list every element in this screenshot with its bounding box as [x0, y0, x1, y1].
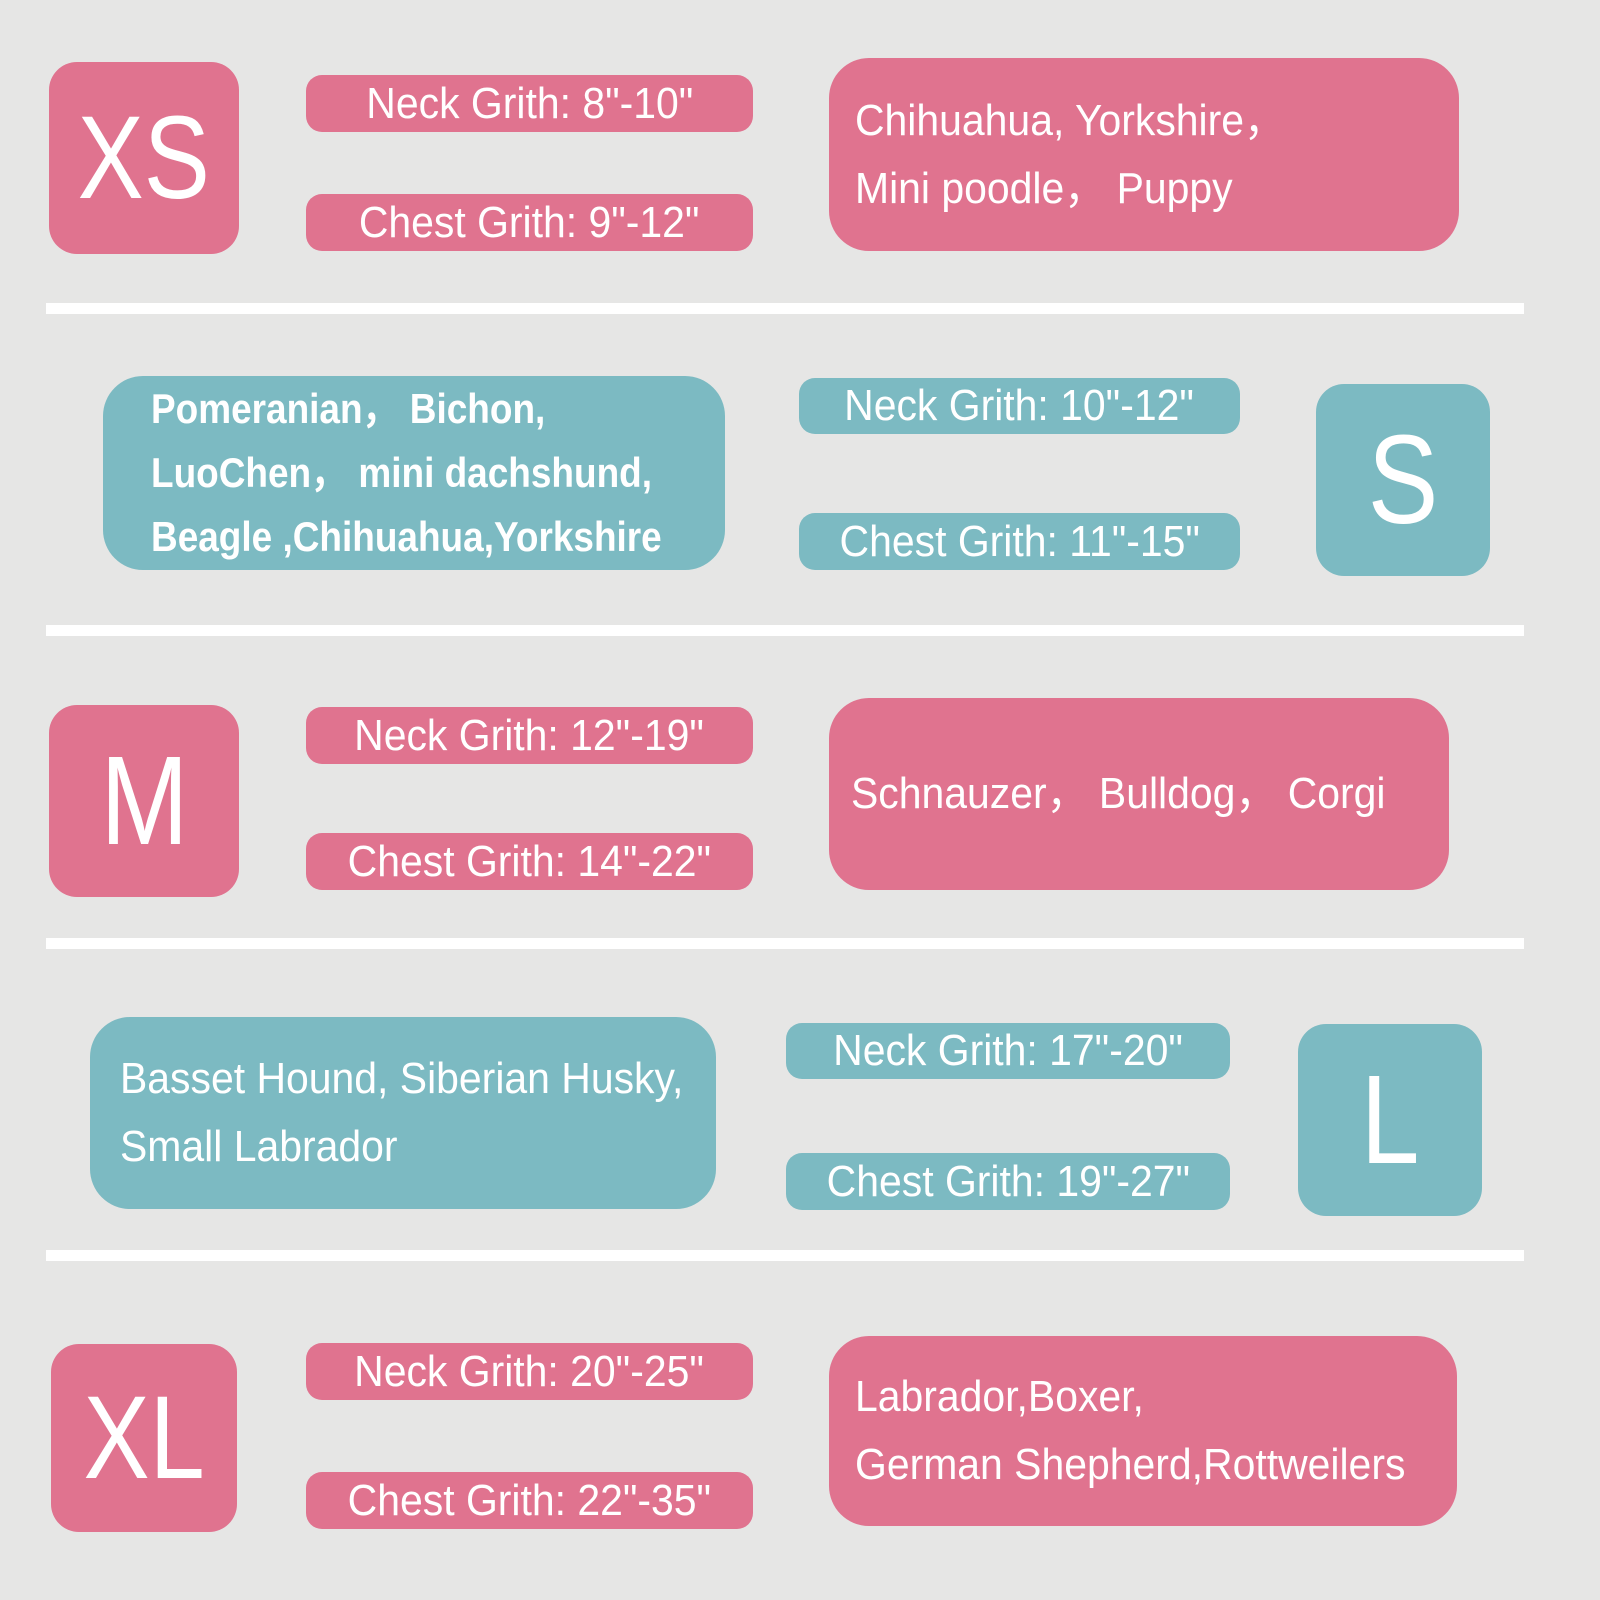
breeds-box-xs: Chihuahua, Yorkshire， Mini poodle， Puppy	[829, 58, 1459, 251]
chest-girth-pill-l: Chest Grith: 19"-27"	[786, 1153, 1230, 1210]
chest-girth-pill-xl: Chest Grith: 22"-35"	[306, 1472, 753, 1529]
size-badge-l-label: L	[1360, 1049, 1420, 1190]
breeds-line: Beagle ,Chihuahua,Yorkshire	[151, 513, 662, 560]
chest-girth-text-s: Chest Grith: 11"-15"	[839, 516, 1200, 566]
neck-girth-text-xl: Neck Grith: 20"-25"	[354, 1346, 705, 1396]
row-divider	[46, 938, 1524, 949]
neck-girth-text-s: Neck Grith: 10"-12"	[844, 381, 1195, 430]
size-badge-s-label: S	[1367, 409, 1439, 550]
breeds-line: Schnauzer， Bulldog， Corgi	[851, 769, 1386, 818]
chest-girth-text-m: Chest Grith: 14"-22"	[347, 836, 712, 886]
breeds-line: LuoChen， mini dachshund,	[151, 449, 653, 496]
neck-girth-text-l: Neck Grith: 17"-20"	[833, 1026, 1183, 1075]
neck-girth-text-m: Neck Grith: 12"-19"	[354, 710, 705, 760]
row-divider	[46, 1250, 1524, 1261]
breeds-line: Small Labrador	[120, 1122, 398, 1171]
chest-girth-pill-s: Chest Grith: 11"-15"	[799, 513, 1240, 570]
chest-girth-pill-xs: Chest Grith: 9"-12"	[306, 194, 753, 251]
breeds-box-s: Pomeranian， Bichon, LuoChen， mini dachsh…	[103, 376, 725, 570]
breeds-line: Chihuahua, Yorkshire，	[855, 95, 1285, 145]
neck-girth-pill-s: Neck Grith: 10"-12"	[799, 378, 1240, 434]
row-divider	[46, 625, 1524, 636]
size-badge-xl: XL	[51, 1344, 237, 1532]
size-badge-m: M	[49, 705, 239, 897]
size-badge-xl-label: XL	[83, 1372, 205, 1504]
neck-girth-pill-m: Neck Grith: 12"-19"	[306, 707, 753, 764]
breeds-line: Basset Hound, Siberian Husky,	[120, 1054, 684, 1103]
size-badge-xs-label: XS	[77, 92, 211, 224]
neck-girth-text-xs: Neck Grith: 8"-10"	[366, 78, 693, 128]
chest-girth-pill-m: Chest Grith: 14"-22"	[306, 833, 753, 890]
breeds-box-xl: Labrador,Boxer, German Shepherd,Rottweil…	[829, 1336, 1457, 1526]
breeds-line: German Shepherd,Rottweilers	[855, 1440, 1406, 1489]
chest-girth-text-xl: Chest Grith: 22"-35"	[347, 1475, 712, 1525]
row-divider	[46, 303, 1524, 314]
size-badge-xs: XS	[49, 62, 239, 254]
neck-girth-pill-xs: Neck Grith: 8"-10"	[306, 75, 753, 132]
chest-girth-text-l: Chest Grith: 19"-27"	[826, 1156, 1190, 1206]
neck-girth-pill-l: Neck Grith: 17"-20"	[786, 1023, 1230, 1079]
size-badge-s: S	[1316, 384, 1490, 576]
breeds-line: Labrador,Boxer,	[855, 1372, 1144, 1421]
size-badge-l: L	[1298, 1024, 1482, 1216]
neck-girth-pill-xl: Neck Grith: 20"-25"	[306, 1343, 753, 1400]
breeds-box-m: Schnauzer， Bulldog， Corgi	[829, 698, 1449, 890]
breeds-box-l: Basset Hound, Siberian Husky, Small Labr…	[90, 1017, 716, 1209]
breeds-line: Pomeranian， Bichon,	[151, 385, 546, 432]
chest-girth-text-xs: Chest Grith: 9"-12"	[359, 197, 700, 247]
breeds-line: Mini poodle， Puppy	[855, 163, 1233, 213]
size-badge-m-label: M	[99, 730, 189, 871]
